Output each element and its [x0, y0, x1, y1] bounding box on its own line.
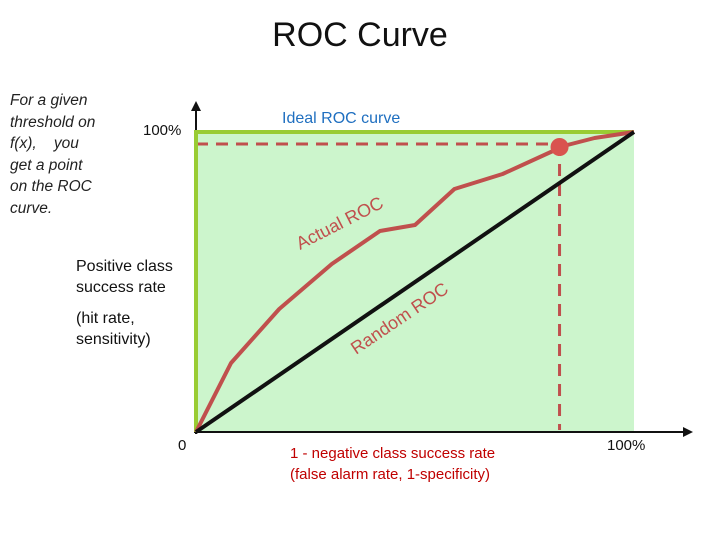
ideal-roc-label: Ideal ROC curve [282, 110, 401, 127]
ideal-roc-curve [194, 130, 634, 432]
note-line: on the ROC [10, 178, 92, 195]
threshold-note: For a given threshold on f(x), you get a… [10, 90, 130, 219]
y-axis-label: Positive class success rate (hit rate, s… [76, 256, 173, 350]
x-axis-label: 1 - negative class success rate (false a… [290, 443, 495, 485]
y-tick-100: 100% [143, 122, 182, 139]
note-line: f(x), you [10, 135, 79, 152]
y-label-line: success rate [76, 279, 166, 296]
note-line: curve. [10, 199, 53, 217]
threshold-point [550, 138, 569, 156]
x-tick-100: 100% [607, 437, 646, 454]
note-line: For a given [10, 92, 88, 109]
x-label-line: 1 - negative class success rate [290, 445, 496, 462]
x-label-line: (false alarm rate, 1-specificity) [290, 466, 491, 483]
y-label-line: sensitivity) [76, 331, 151, 348]
note-line: get a point [10, 156, 83, 174]
random-roc-line [194, 130, 636, 434]
y-label-line: Positive class [76, 258, 173, 275]
origin-tick: 0 [178, 437, 187, 454]
page-title: ROC Curve [272, 16, 448, 54]
note-line: threshold on [10, 113, 96, 131]
y-label-line: (hit rate, [76, 310, 135, 327]
y-label-line [76, 298, 173, 308]
